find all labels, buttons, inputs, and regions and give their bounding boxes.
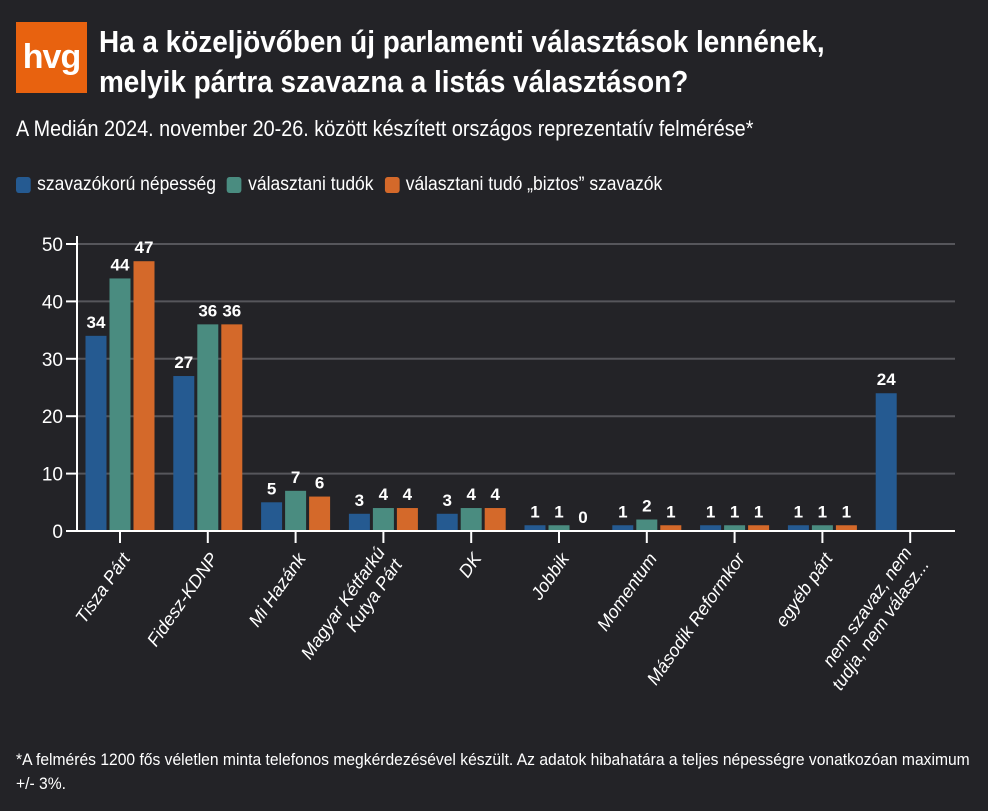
- bar: [348, 513, 370, 531]
- bar: [835, 525, 857, 531]
- x-tick-label-line: Fidesz-KDNP: [143, 549, 222, 650]
- data-label: 0: [578, 508, 587, 527]
- data-label: 1: [794, 502, 803, 521]
- logo-text: hvg: [22, 38, 81, 76]
- data-label: 27: [174, 353, 193, 372]
- y-tick-label: 20: [42, 407, 63, 428]
- x-tick-label-line: egyéb párt: [771, 548, 837, 630]
- data-label: 3: [442, 491, 451, 510]
- bar: [724, 525, 746, 531]
- data-label: 44: [111, 255, 130, 274]
- title-line-1: Ha a közeljövőben új parlamenti választá…: [99, 24, 825, 59]
- bar: [309, 496, 331, 531]
- x-tick-label: Mi Hazánk: [245, 548, 311, 630]
- bar: [197, 324, 219, 531]
- bar: [396, 508, 418, 531]
- bar: [748, 525, 770, 531]
- bar: [484, 508, 506, 531]
- bar: [285, 490, 307, 531]
- bar: [612, 525, 634, 531]
- data-label: 4: [490, 485, 500, 504]
- data-label: 6: [315, 474, 324, 493]
- x-tick-label: Jobbik: [526, 548, 573, 604]
- data-label: 2: [642, 497, 651, 516]
- bar: [109, 278, 131, 531]
- x-tick-label: egyéb párt: [771, 548, 837, 630]
- x-tick-label-line: Momentum: [593, 549, 661, 634]
- bar: [173, 376, 195, 531]
- x-tick-label: Fidesz-KDNP: [143, 549, 222, 650]
- data-label: 34: [87, 313, 106, 332]
- data-label: 3: [355, 491, 364, 510]
- bar: [133, 261, 155, 531]
- legend-swatch: [384, 177, 400, 193]
- data-label: 1: [666, 502, 675, 521]
- x-tick-label-line: Második Reformkor: [643, 548, 749, 688]
- bar: [548, 525, 570, 531]
- y-tick-label: 30: [42, 350, 63, 371]
- bar: [700, 525, 722, 531]
- footnote: *A felmérés 1200 fős véletlen minta tele…: [16, 750, 970, 793]
- legend-swatch: [16, 177, 31, 193]
- chart-title: Ha a közeljövőben új parlamenti választá…: [99, 22, 825, 102]
- y-tick-label: 40: [42, 292, 63, 313]
- data-label: 4: [403, 485, 413, 504]
- data-label: 47: [135, 238, 154, 257]
- chart-subtitle: A Medián 2024. november 20-26. között ké…: [16, 116, 754, 141]
- x-tick-label-line: Tisza Párt: [71, 548, 134, 627]
- legend-swatch: [226, 177, 242, 193]
- data-label: 1: [754, 502, 763, 521]
- data-label: 4: [379, 485, 389, 504]
- x-tick-label: DK: [455, 548, 486, 581]
- x-tick-label: Momentum: [593, 549, 661, 634]
- bar: [436, 513, 458, 531]
- x-tick-label-line: Mi Hazánk: [245, 548, 311, 630]
- title-line-2: melyik pártra szavazna a listás választá…: [99, 64, 689, 99]
- bar: [372, 508, 394, 531]
- bar: [460, 508, 482, 531]
- legend-item: választani tudók: [226, 174, 374, 196]
- bar: [811, 525, 833, 531]
- bar: [787, 525, 809, 531]
- data-label: 36: [198, 301, 217, 320]
- y-tick-label: 50: [42, 235, 63, 256]
- x-tick-label-line: DK: [455, 548, 486, 581]
- data-label: 1: [706, 502, 715, 521]
- legend-item: szavazókorú népesség: [16, 174, 216, 196]
- legend-label: választani tudó „biztos” szavazók: [405, 174, 663, 195]
- bar: [221, 324, 243, 531]
- bar: [875, 393, 897, 531]
- x-tick-label: Második Reformkor: [643, 548, 749, 688]
- legend-item: választani tudó „biztos” szavazók: [384, 174, 663, 196]
- data-label: 1: [618, 502, 627, 521]
- data-label: 5: [267, 479, 276, 498]
- hvg-logo: hvg: [16, 22, 87, 93]
- bar: [660, 525, 682, 531]
- data-label: 36: [222, 301, 241, 320]
- bar: [636, 519, 658, 531]
- legend-label: választani tudók: [248, 174, 374, 195]
- legend-label: szavazókorú népesség: [37, 174, 216, 195]
- data-label: 4: [466, 485, 476, 504]
- data-label: 1: [842, 502, 851, 521]
- data-label: 1: [818, 502, 827, 521]
- data-label: 1: [730, 502, 739, 521]
- data-label: 1: [554, 502, 563, 521]
- data-label: 1: [530, 502, 539, 521]
- bar: [261, 502, 283, 531]
- x-tick-label-line: Jobbik: [526, 548, 573, 604]
- y-tick-label: 0: [52, 522, 63, 543]
- legend: szavazókorú népesség választani tudók vála…: [16, 174, 673, 196]
- x-tick-label: Magyar KétfarkúKutya Párt: [297, 542, 407, 675]
- x-tick-label: Tisza Párt: [71, 548, 134, 627]
- data-label: 24: [877, 370, 896, 389]
- data-label: 7: [291, 468, 300, 487]
- y-tick-label: 10: [42, 465, 63, 486]
- bar: [85, 335, 107, 531]
- bar: [524, 525, 546, 531]
